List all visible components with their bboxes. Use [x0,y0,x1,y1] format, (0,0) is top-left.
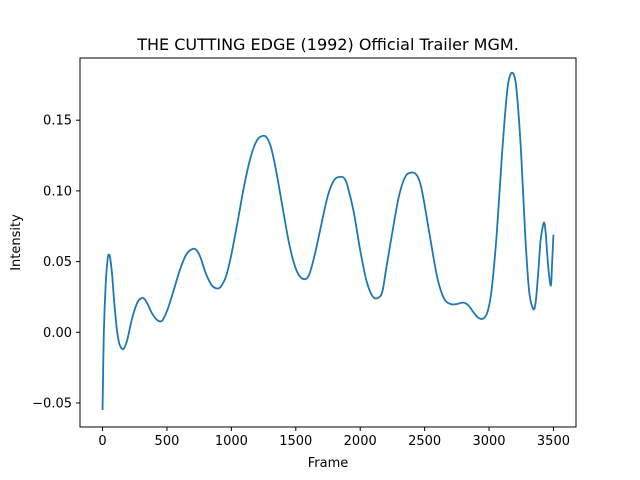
x-tick-label: 3500 [537,434,570,449]
plot-frame [79,57,577,428]
y-axis-label: Intensity [9,214,24,271]
y-tick-label: 0.10 [43,184,72,199]
x-tick-label: 500 [155,434,180,449]
x-tick-label: 3000 [472,434,505,449]
x-tick-label: 0 [98,434,106,449]
x-tick-label: 2500 [408,434,441,449]
x-tick-label: 1500 [279,434,312,449]
chart-title: THE CUTTING EDGE (1992) Official Trailer… [136,35,519,54]
y-tick-label: 0.05 [43,255,72,270]
series-line [101,71,555,411]
y-axis: −0.05 0.00 0.05 0.10 0.15 [32,114,80,411]
y-tick-label: −0.05 [32,396,72,411]
y-tick-label: 0.00 [43,326,72,341]
x-axis-label: Frame [308,456,349,471]
x-axis: 0 500 1000 1500 2000 2500 3000 3500 [98,427,570,449]
x-tick-label: 2000 [344,434,377,449]
x-tick-label: 1000 [215,434,248,449]
y-tick-label: 0.15 [43,114,72,129]
